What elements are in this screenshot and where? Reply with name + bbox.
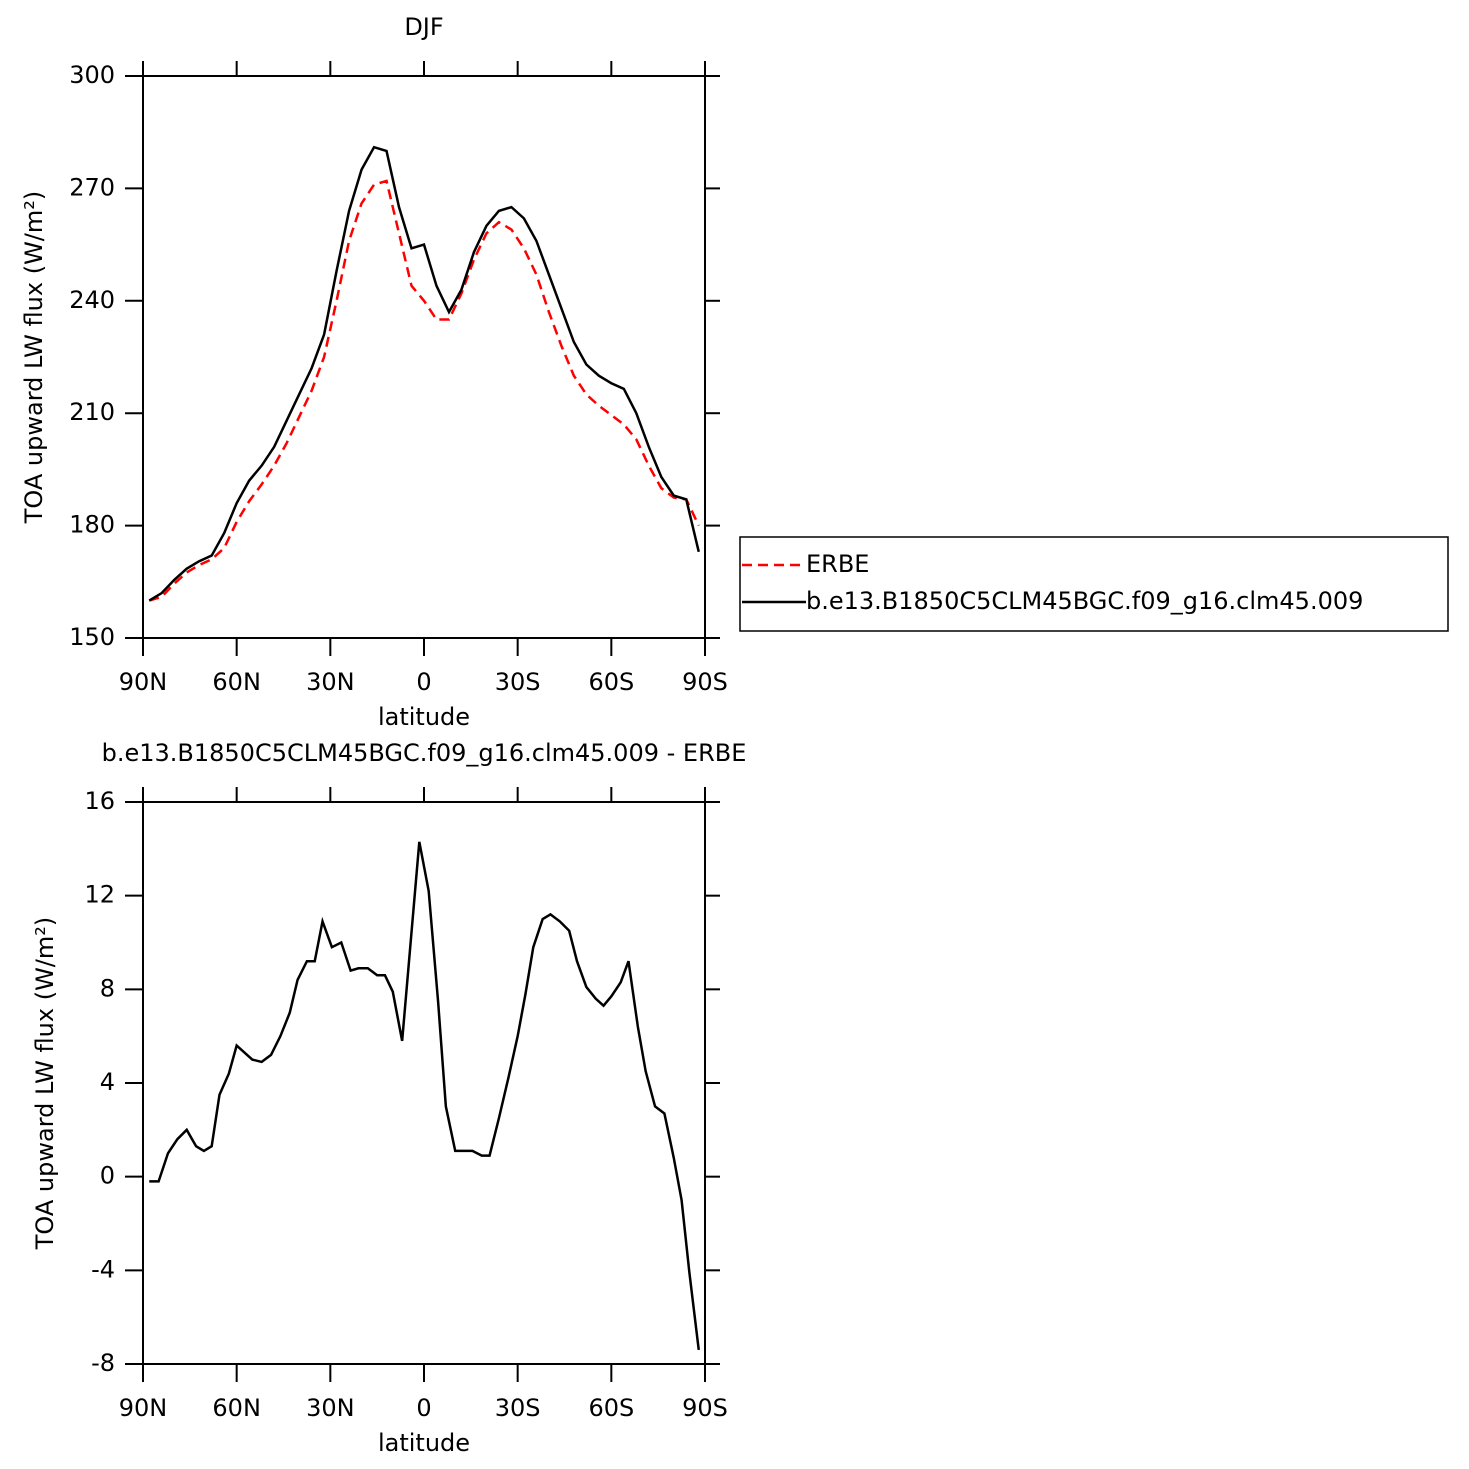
y-tick-label: 300 — [69, 61, 115, 89]
y-tick-label: 150 — [69, 623, 115, 651]
data-line — [148, 145, 700, 602]
x-tick-label: 0 — [416, 1394, 431, 1422]
x-tick-label: 30S — [495, 1394, 541, 1422]
y-axis-label: TOA upward LW flux (W/m²) — [20, 191, 48, 525]
y-tick-label: 16 — [84, 787, 115, 815]
data-line — [148, 179, 700, 602]
x-axis-label: latitude — [378, 1429, 470, 1457]
y-tick-label: 240 — [69, 286, 115, 314]
legend-label: ERBE — [806, 550, 869, 578]
x-tick-label: 0 — [416, 668, 431, 696]
chart-title: b.e13.B1850C5CLM45BGC.f09_g16.clm45.009 … — [102, 739, 747, 767]
y-tick-label: 180 — [69, 511, 115, 539]
x-axis-label: latitude — [378, 703, 470, 731]
x-tick-label: 60S — [588, 1394, 634, 1422]
x-tick-label: 60N — [212, 668, 261, 696]
y-tick-label: 8 — [100, 974, 115, 1002]
x-tick-label: 90N — [119, 668, 168, 696]
plot-frame — [142, 801, 706, 1365]
y-tick-label: 12 — [84, 881, 115, 909]
x-tick-label: 30N — [306, 1394, 355, 1422]
y-tick-label: 210 — [69, 398, 115, 426]
y-tick-label: -8 — [91, 1349, 115, 1377]
x-tick-label: 90S — [682, 1394, 728, 1422]
legend-label: b.e13.B1850C5CLM45BGC.f09_g16.clm45.009 — [806, 587, 1363, 615]
x-tick-label: 30N — [306, 668, 355, 696]
y-tick-label: 0 — [100, 1162, 115, 1190]
data-line — [149, 841, 700, 1351]
legend-box — [739, 536, 1449, 632]
y-tick-label: 4 — [100, 1068, 115, 1096]
x-tick-label: 90S — [682, 668, 728, 696]
x-tick-label: 90N — [119, 1394, 168, 1422]
chart-title: DJF — [404, 13, 443, 41]
x-tick-label: 30S — [495, 668, 541, 696]
y-axis-label: TOA upward LW flux (W/m²) — [31, 917, 59, 1251]
x-tick-label: 60S — [588, 668, 634, 696]
plot-frame — [142, 75, 706, 639]
y-tick-label: -4 — [91, 1255, 115, 1283]
y-tick-label: 270 — [69, 173, 115, 201]
x-tick-label: 60N — [212, 1394, 261, 1422]
